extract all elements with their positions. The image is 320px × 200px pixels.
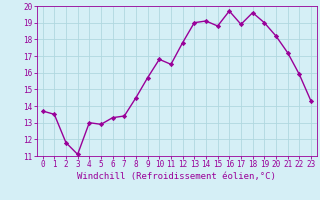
- X-axis label: Windchill (Refroidissement éolien,°C): Windchill (Refroidissement éolien,°C): [77, 172, 276, 181]
